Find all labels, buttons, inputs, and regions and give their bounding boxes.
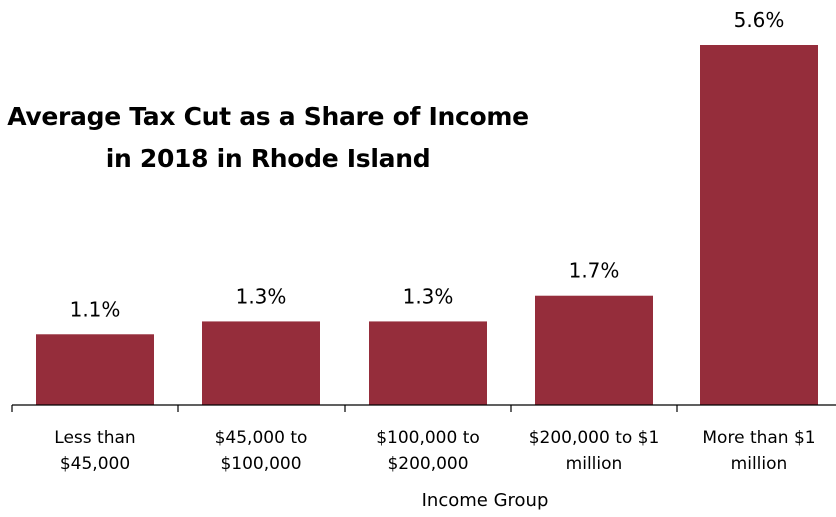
bar-2 xyxy=(202,321,320,405)
x-tick-label-4-line-1: $200,000 to $1 xyxy=(529,428,660,448)
bar-3 xyxy=(369,321,487,405)
bar-1 xyxy=(36,334,154,405)
x-tick-label-5-line-2: million xyxy=(731,454,788,474)
x-axis-title: Income Group xyxy=(422,490,549,511)
chart-title-line-1: Average Tax Cut as a Share of Income xyxy=(7,102,529,131)
x-tick-label-2-line-2: $100,000 xyxy=(220,454,301,474)
data-label-5: 5.6% xyxy=(734,8,785,32)
x-tick-label-3: $100,000 to $200,000 xyxy=(376,428,480,474)
x-tick-label-1: Less than $45,000 xyxy=(54,428,135,474)
x-tick-label-1-line-2: $45,000 xyxy=(60,454,130,474)
data-label-1: 1.1% xyxy=(70,297,121,321)
x-tick-label-3-line-1: $100,000 to xyxy=(376,428,480,448)
x-tick-label-3-line-2: $200,000 xyxy=(387,454,468,474)
x-tick-label-4: $200,000 to $1 million xyxy=(529,428,660,474)
x-tick-label-1-line-1: Less than xyxy=(54,428,135,448)
data-label-3: 1.3% xyxy=(403,284,454,308)
x-tick-label-2-line-1: $45,000 to xyxy=(215,428,308,448)
data-label-2: 1.3% xyxy=(236,284,287,308)
bar-5 xyxy=(700,45,818,405)
chart-title-line-2: in 2018 in Rhode Island xyxy=(105,144,431,173)
data-label-4: 1.7% xyxy=(569,259,620,283)
x-tick-label-5: More than $1 million xyxy=(702,428,815,474)
bar-4 xyxy=(535,295,653,405)
x-tick-label-4-line-2: million xyxy=(566,454,623,474)
x-tick-label-2: $45,000 to $100,000 xyxy=(215,428,308,474)
chart-title: Average Tax Cut as a Share of Income in … xyxy=(0,96,536,180)
x-tick-label-5-line-1: More than $1 xyxy=(702,428,815,448)
